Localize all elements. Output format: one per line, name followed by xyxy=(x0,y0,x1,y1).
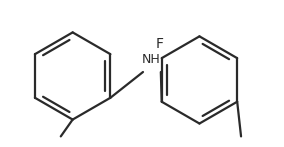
Text: NH: NH xyxy=(141,53,160,66)
Text: F: F xyxy=(156,37,164,51)
